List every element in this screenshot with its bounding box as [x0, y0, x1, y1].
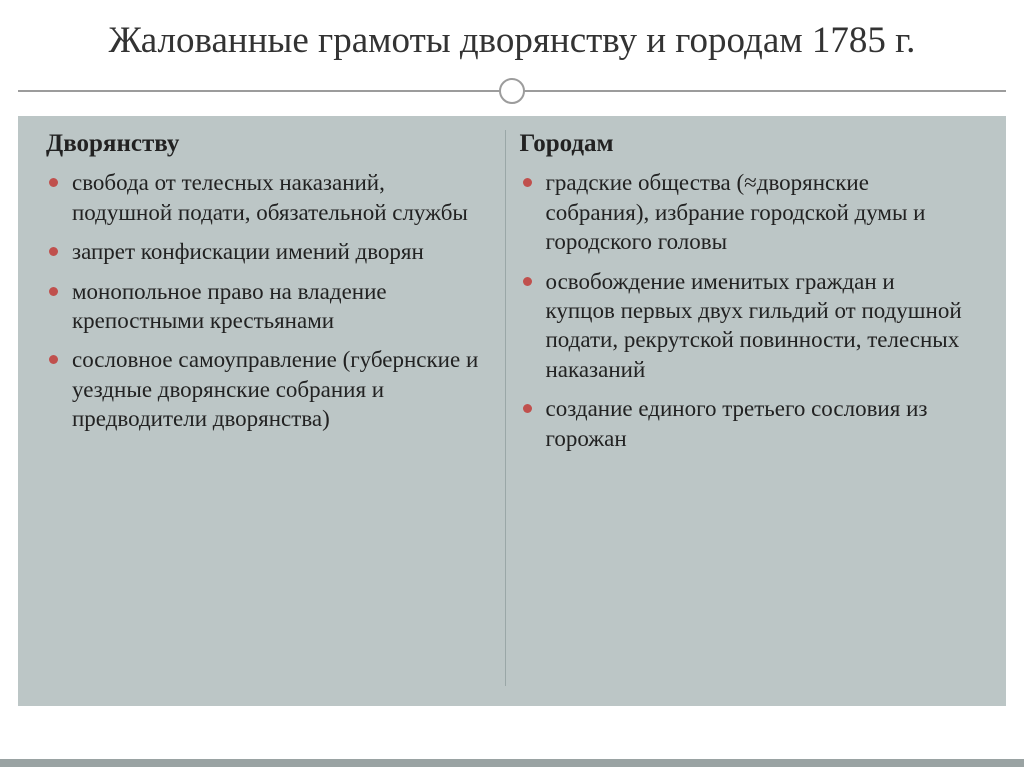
list-item: запрет конфискации имений дворян	[46, 237, 491, 266]
right-column: Городам градские общества (≈дворянские с…	[520, 130, 979, 686]
list-item: монопольное право на владение крепостным…	[46, 277, 491, 336]
right-heading: Городам	[520, 130, 965, 158]
slide: Жалованные грамоты дворянству и городам …	[0, 0, 1024, 767]
list-item: сословное самоуправление (губернские и у…	[46, 345, 491, 433]
left-heading: Дворянству	[46, 130, 491, 158]
list-item: свобода от телесных наказаний, подушной …	[46, 168, 491, 227]
slide-title: Жалованные грамоты дворянству и городам …	[40, 18, 984, 64]
list-item: градские общества (≈дворянские собрания)…	[520, 168, 965, 256]
separator	[0, 76, 1024, 106]
bottom-bar	[0, 759, 1024, 767]
list-item: освобождение именитых граждан и купцов п…	[520, 267, 965, 385]
separator-circle-icon	[499, 78, 525, 104]
right-list: градские общества (≈дворянские собрания)…	[520, 168, 965, 453]
content-area: Дворянству свобода от телесных наказаний…	[18, 116, 1006, 706]
list-item: создание единого третьего сословия из го…	[520, 394, 965, 453]
left-list: свобода от телесных наказаний, подушной …	[46, 168, 491, 434]
left-column: Дворянству свобода от телесных наказаний…	[46, 130, 506, 686]
title-area: Жалованные грамоты дворянству и городам …	[0, 0, 1024, 70]
